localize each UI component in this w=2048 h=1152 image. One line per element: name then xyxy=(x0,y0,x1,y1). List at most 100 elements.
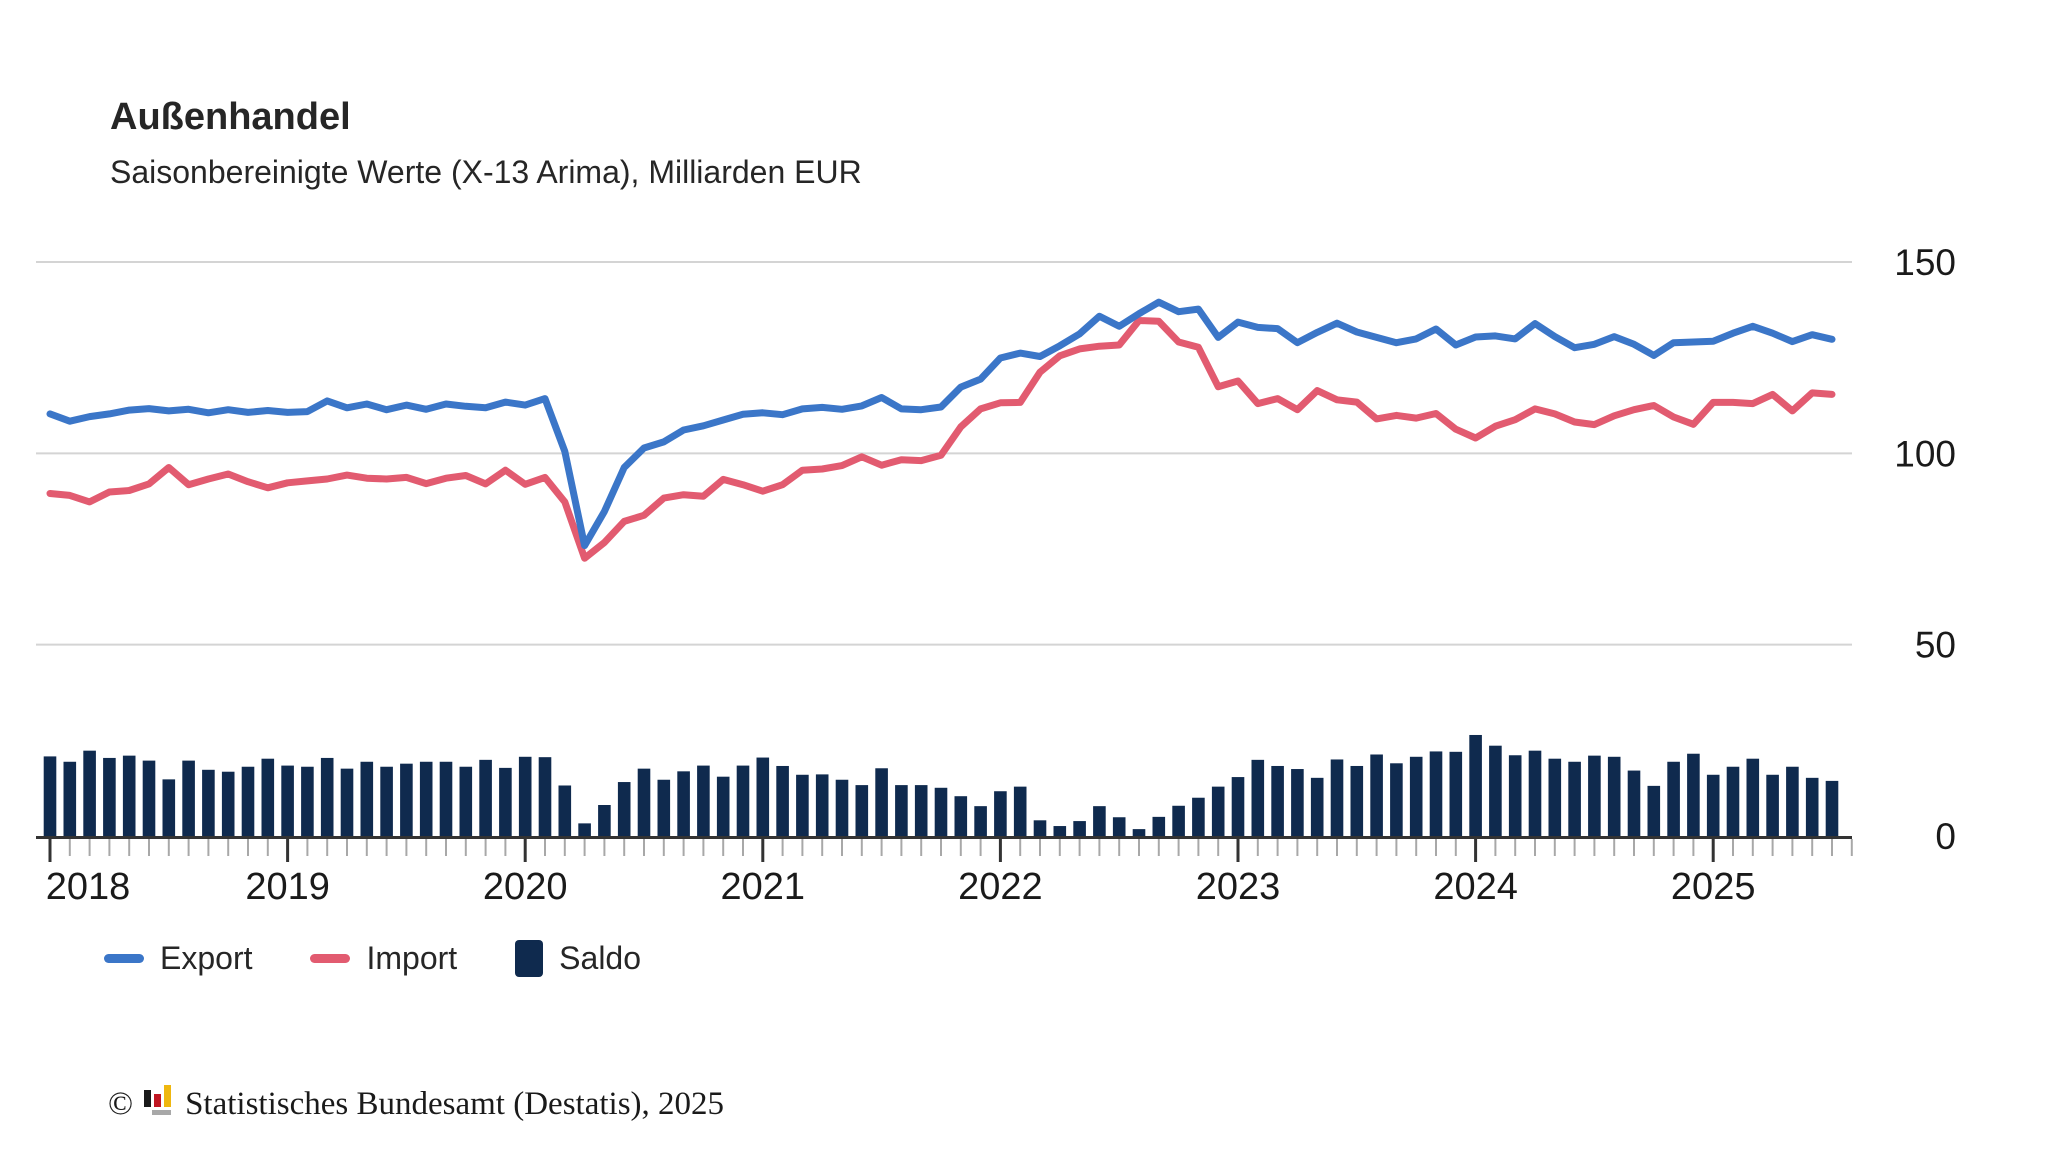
saldo-bar xyxy=(518,756,532,836)
x-axis-label-2024: 2024 xyxy=(1433,866,1518,908)
saldo-bar xyxy=(301,766,314,836)
saldo-bar xyxy=(1271,765,1284,836)
saldo-bar xyxy=(974,806,987,836)
saldo-bar xyxy=(63,761,77,836)
saldo-bar xyxy=(419,761,433,836)
saldo-bar xyxy=(1132,829,1146,836)
legend-label-export: Export xyxy=(160,940,253,976)
saldo-bar xyxy=(1033,820,1047,836)
saldo-bar xyxy=(1409,756,1423,836)
page-title: Außenhandel xyxy=(110,96,351,138)
saldo-bar xyxy=(1231,777,1245,836)
saldo-bar xyxy=(1093,806,1106,836)
saldo-bar xyxy=(1330,759,1344,836)
saldo-bar xyxy=(815,774,829,836)
saldo-bar xyxy=(598,805,611,836)
saldo-bar xyxy=(1766,774,1779,836)
saldo-bar xyxy=(1211,786,1225,836)
destatis-logo-icon xyxy=(143,1080,175,1125)
saldo-bar xyxy=(320,757,334,836)
x-axis-label-2020: 2020 xyxy=(483,866,568,908)
saldo-bar xyxy=(1350,765,1364,836)
x-axis-label-2025: 2025 xyxy=(1671,866,1756,908)
saldo-bar xyxy=(1588,755,1601,836)
saldo-bar xyxy=(697,765,710,836)
saldo-bar xyxy=(1528,750,1542,836)
x-axis-label-2022: 2022 xyxy=(958,866,1043,908)
saldo-bar xyxy=(1429,751,1443,836)
saldo-bar xyxy=(1706,774,1720,836)
saldo-bar xyxy=(934,787,948,836)
saldo-bar xyxy=(1469,734,1482,836)
saldo-bar xyxy=(1508,755,1522,836)
saldo-bar xyxy=(1013,786,1027,836)
saldo-bar xyxy=(657,779,671,836)
saldo-bar xyxy=(43,756,57,836)
saldo-bar xyxy=(1687,753,1700,836)
saldo-bar xyxy=(855,785,869,836)
legend-item-saldo[interactable]: Saldo xyxy=(515,940,641,977)
saldo-bar xyxy=(994,791,1007,836)
saldo-bar xyxy=(103,757,116,836)
saldo-bar xyxy=(578,823,591,836)
saldo-bar xyxy=(221,771,235,836)
import-line xyxy=(46,317,1836,562)
saldo-bar xyxy=(122,755,136,836)
saldo-bar xyxy=(360,761,374,836)
legend-item-import[interactable]: Import xyxy=(310,940,457,977)
saldo-bar-swatch-icon xyxy=(515,940,544,977)
saldo-bar xyxy=(835,779,849,836)
saldo-bar xyxy=(340,768,354,836)
saldo-bar xyxy=(558,785,572,836)
saldo-bar xyxy=(1390,763,1403,836)
saldo-bar xyxy=(1647,785,1661,836)
saldo-bar xyxy=(1251,759,1265,836)
saldo-bar xyxy=(875,768,888,836)
saldo-bar xyxy=(1667,761,1680,836)
chart-header: Außenhandel Saisonbereinigte Werte (X-13… xyxy=(110,96,862,191)
saldo-bar xyxy=(637,768,651,836)
saldo-bar xyxy=(1489,745,1502,836)
saldo-bar xyxy=(261,758,275,836)
saldo-bar xyxy=(1073,821,1086,836)
saldo-bar xyxy=(182,760,195,836)
saldo-bar xyxy=(954,796,968,836)
saldo-bar xyxy=(142,760,156,836)
saldo-bar xyxy=(1726,766,1740,836)
saldo-bar xyxy=(914,785,928,836)
saldo-bar xyxy=(1152,816,1166,836)
saldo-bar xyxy=(617,782,631,836)
import-line-swatch-icon xyxy=(310,954,351,963)
saldo-bar xyxy=(1568,761,1581,836)
saldo-bar xyxy=(1449,751,1463,836)
saldo-bar xyxy=(796,774,809,836)
saldo-bar xyxy=(677,771,690,836)
saldo-bar xyxy=(1112,817,1126,836)
x-axis-label-2019: 2019 xyxy=(245,866,330,908)
saldo-bar xyxy=(1805,777,1819,836)
saldo-bar xyxy=(756,757,770,836)
saldo-bar xyxy=(1786,766,1799,836)
y-axis-label-0: 0 xyxy=(1935,816,1956,857)
legend-item-export[interactable]: Export xyxy=(104,940,252,977)
saldo-bar xyxy=(1370,754,1383,836)
x-axis-label-2023: 2023 xyxy=(1196,866,1281,908)
saldo-bar xyxy=(1192,797,1205,836)
saldo-bar xyxy=(1172,805,1185,836)
saldo-bar xyxy=(736,765,750,836)
saldo-bar xyxy=(400,763,413,836)
saldo-bar xyxy=(1053,826,1067,836)
legend-label-saldo: Saldo xyxy=(559,940,642,976)
saldo-bar xyxy=(538,757,552,836)
source-line: © Statistisches Bundesamt (Destatis), 20… xyxy=(108,1082,724,1127)
saldo-bar xyxy=(479,759,492,836)
export-line xyxy=(46,298,1836,550)
saldo-bar xyxy=(1746,758,1760,836)
source-text: Statistisches Bundesamt (Destatis), 2025 xyxy=(185,1086,725,1122)
y-axis-label-150: 150 xyxy=(1894,242,1956,283)
saldo-bar xyxy=(439,761,453,836)
saldo-bar xyxy=(380,766,393,836)
saldo-bar xyxy=(241,766,255,836)
saldo-bar xyxy=(83,750,96,836)
